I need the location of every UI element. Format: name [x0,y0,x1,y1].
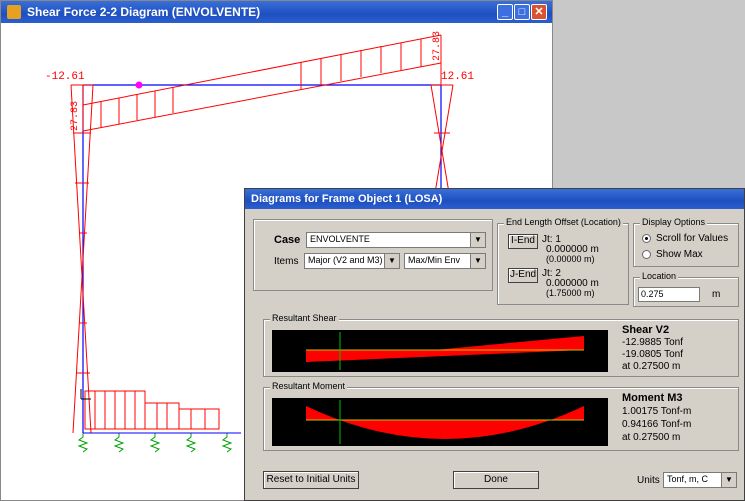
location-label: Location [640,271,678,281]
location-input[interactable]: 0.275 [638,287,700,302]
main-window-title: Shear Force 2-2 Diagram (ENVOLVENTE) [27,5,260,19]
i-end-location: (0.00000 m) [546,254,595,264]
envelope-mode-select[interactable]: Max/Min Env ▼ [404,253,486,269]
location-group: Location 0.275 m [633,277,739,307]
show-max-label: Show Max [656,249,703,260]
shear-envelope-lower [306,350,584,362]
moment-value-2: 0.94166 Tonf-m [622,419,691,430]
resultant-shear-group: Resultant Shear Shear V2 -12.9885 Tonf -… [263,319,739,377]
shear-value-2: -19.0805 Tonf [622,349,683,360]
shear-heading: Shear V2 [622,324,669,336]
moment-plot[interactable] [272,398,608,446]
close-icon[interactable]: ✕ [531,4,547,20]
dropdown-arrow-icon: ▼ [470,254,485,268]
display-options-label: Display Options [640,217,707,227]
dialog-titlebar[interactable]: Diagrams for Frame Object 1 (LOSA) [245,189,744,209]
i-end-button[interactable]: I-End [508,234,538,249]
shear-value-1: -12.9885 Tonf [622,337,683,348]
display-options-group: Display Options Scroll for Values Show M… [633,223,739,267]
dropdown-arrow-icon: ▼ [470,233,485,247]
resultant-shear-label: Resultant Shear [270,313,339,323]
dialog-title: Diagrams for Frame Object 1 (LOSA) [251,193,442,205]
case-select[interactable]: ENVOLVENTE ▼ [306,232,486,248]
app-icon [7,5,21,19]
resultant-moment-label: Resultant Moment [270,381,347,391]
main-titlebar[interactable]: Shear Force 2-2 Diagram (ENVOLVENTE) _ □… [1,1,552,23]
location-unit: m [712,289,720,300]
moment-value-1: 1.00175 Tonf-m [622,406,691,417]
items-label: Items [274,256,298,267]
spring-supports [79,433,231,452]
units-label: Units [637,475,660,486]
footing-diagram [85,391,219,429]
end-offset-group-label: End Length Offset (Location) [504,217,623,227]
moment-envelope-fill [306,406,584,439]
moment-heading: Moment M3 [622,392,683,404]
show-max-radio[interactable] [642,250,651,259]
left-end-value: -12.61 [45,71,85,83]
right-end-value: 12.61 [441,71,474,83]
shear-plot[interactable] [272,330,608,372]
right-column-envelope [431,85,453,193]
dropdown-arrow-icon: ▼ [384,254,399,268]
location-marker [136,82,143,89]
items-select[interactable]: Major (V2 and M3) ▼ [304,253,400,269]
end-offset-group: End Length Offset (Location) I-End Jt: 1… [497,223,629,305]
j-end-button[interactable]: J-End [508,268,538,283]
done-button[interactable]: Done [453,471,539,489]
scroll-values-label: Scroll for Values [656,233,728,244]
case-group: Case ENVOLVENTE ▼ Items Major (V2 and M3… [253,219,493,291]
beam-max-value: 27.83 [432,31,443,61]
resultant-moment-group: Resultant Moment Moment M3 1.00175 Tonf-… [263,387,739,451]
moment-location: at 0.27500 m [622,432,680,443]
column-value: 27.83 [70,101,81,131]
j-end-location: (1.75000 m) [546,288,595,298]
dropdown-arrow-icon: ▼ [721,473,736,487]
frame-diagram-dialog: Diagrams for Frame Object 1 (LOSA) Case … [244,188,745,501]
units-select[interactable]: Tonf, m, C ▼ [663,472,737,488]
case-label: Case [274,234,300,246]
shear-location: at 0.27500 m [622,361,680,372]
reset-units-button[interactable]: Reset to Initial Units [263,471,359,489]
left-column-envelope [71,85,93,433]
scroll-values-radio[interactable] [642,234,651,243]
minimize-icon[interactable]: _ [497,4,513,20]
maximize-icon[interactable]: □ [514,4,530,20]
